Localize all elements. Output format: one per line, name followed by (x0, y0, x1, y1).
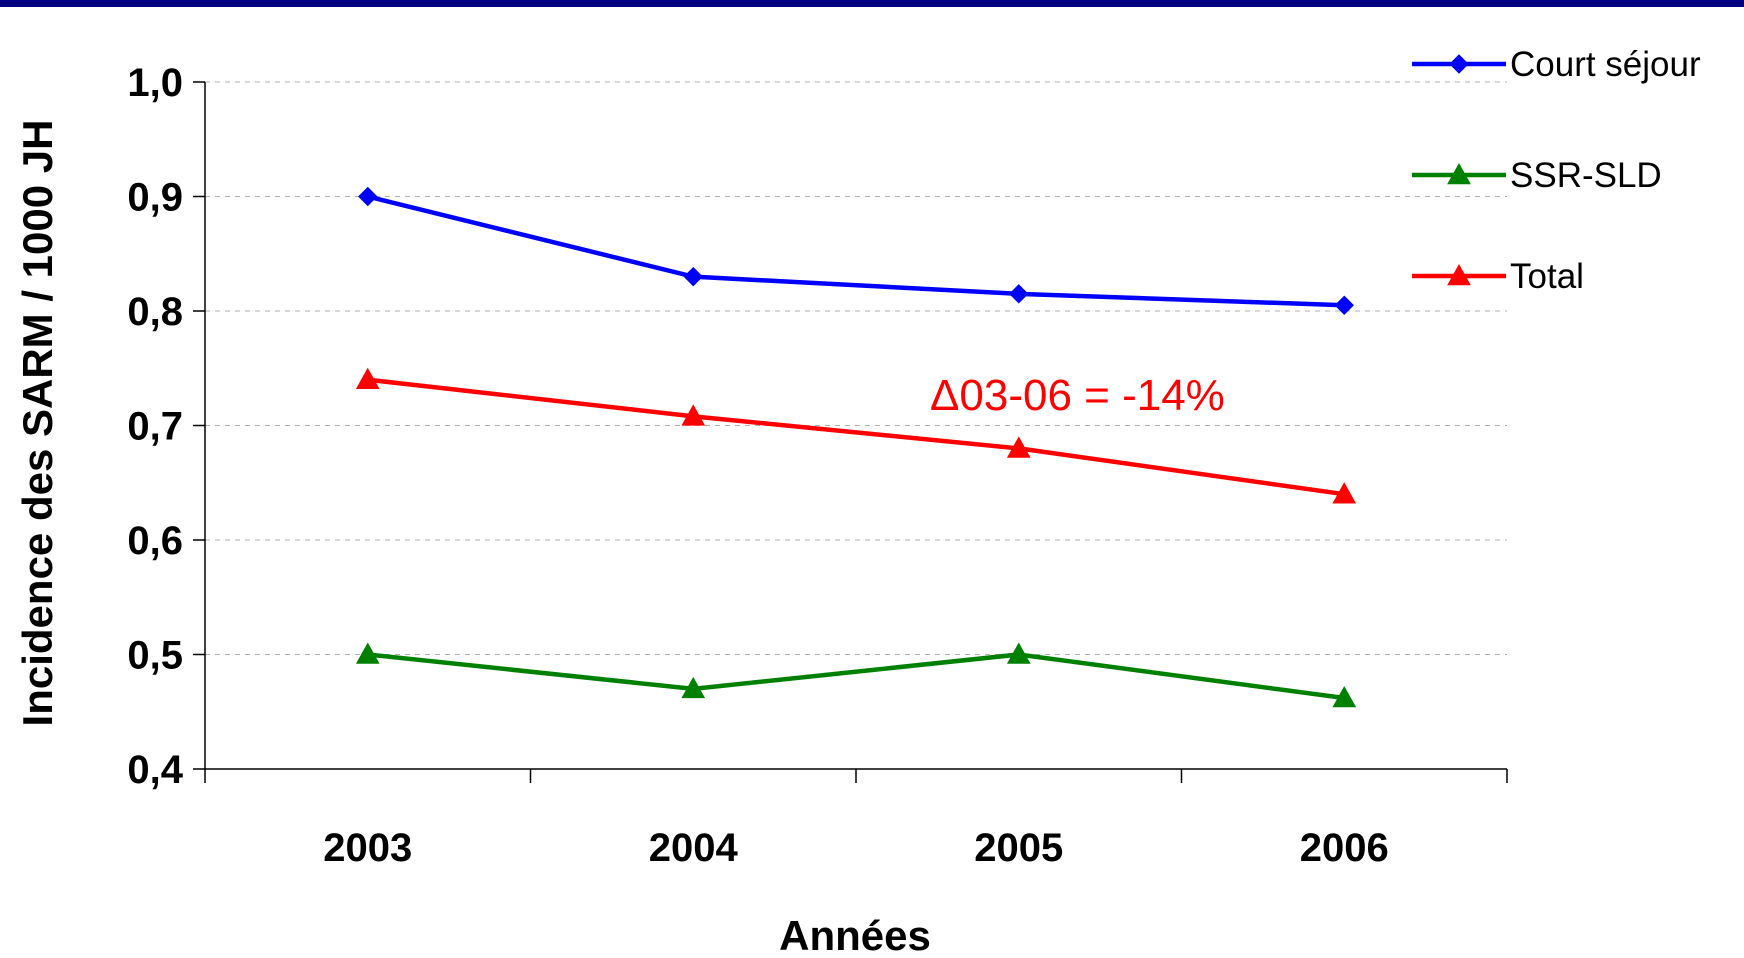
y-tick-label: 0,6 (127, 519, 183, 563)
series-line (367, 652, 1345, 701)
legend-item: SSR-SLD (1412, 156, 1662, 195)
y-tick-labels: 0,4 0,5 0,6 0,7 0,8 0,9 1,0 (127, 61, 183, 792)
x-axis-title: Années (779, 912, 931, 958)
data-point (681, 404, 706, 426)
data-point (1332, 685, 1357, 708)
series-line (367, 194, 1345, 308)
legend-swatch-marker (1447, 263, 1471, 286)
x-tick-label: 2005 (974, 826, 1063, 870)
series-0 (358, 186, 1354, 315)
legend-label: SSR-SLD (1510, 156, 1662, 195)
y-tick-label: 0,5 (127, 634, 183, 678)
legend: Court séjour SSR-SLD Total (1412, 45, 1701, 296)
legend-label: Court séjour (1510, 45, 1701, 84)
data-point (681, 676, 706, 699)
x-tick-labels: 2003 2004 2005 2006 (323, 826, 1388, 870)
axes (193, 81, 1508, 783)
series-line (367, 377, 1345, 497)
data-point (1334, 295, 1354, 315)
annotation-delta: Δ03-06 = -14% (930, 371, 1225, 420)
y-tick-label: 0,9 (127, 176, 183, 220)
data-point (1332, 482, 1357, 504)
data-point (1006, 436, 1031, 458)
legend-swatch-marker (1449, 54, 1469, 74)
legend-swatch-marker (1447, 162, 1471, 185)
x-tick-label: 2003 (323, 826, 412, 870)
top-bar (0, 0, 1744, 7)
y-tick-label: 0,7 (127, 405, 183, 449)
series-2 (355, 367, 1357, 504)
data-point (683, 266, 703, 287)
y-tick-label: 0,4 (127, 748, 183, 792)
y-tick-label: 0,8 (127, 290, 183, 334)
data-point (358, 186, 378, 207)
data-point (1009, 284, 1029, 304)
x-tick-label: 2004 (649, 826, 739, 870)
y-axis-title: Incidence des SARM / 1000 JH (14, 120, 61, 727)
legend-label: Total (1510, 257, 1584, 296)
series-1 (355, 642, 1357, 708)
series (355, 186, 1357, 708)
gridlines (205, 81, 1507, 655)
data-point (1006, 642, 1031, 664)
data-point (355, 367, 380, 389)
x-tick-label: 2006 (1300, 826, 1389, 870)
data-point (355, 642, 380, 664)
y-tick-label: 1,0 (127, 61, 183, 105)
legend-item: Total (1412, 257, 1584, 296)
legend-item: Court séjour (1412, 45, 1701, 84)
